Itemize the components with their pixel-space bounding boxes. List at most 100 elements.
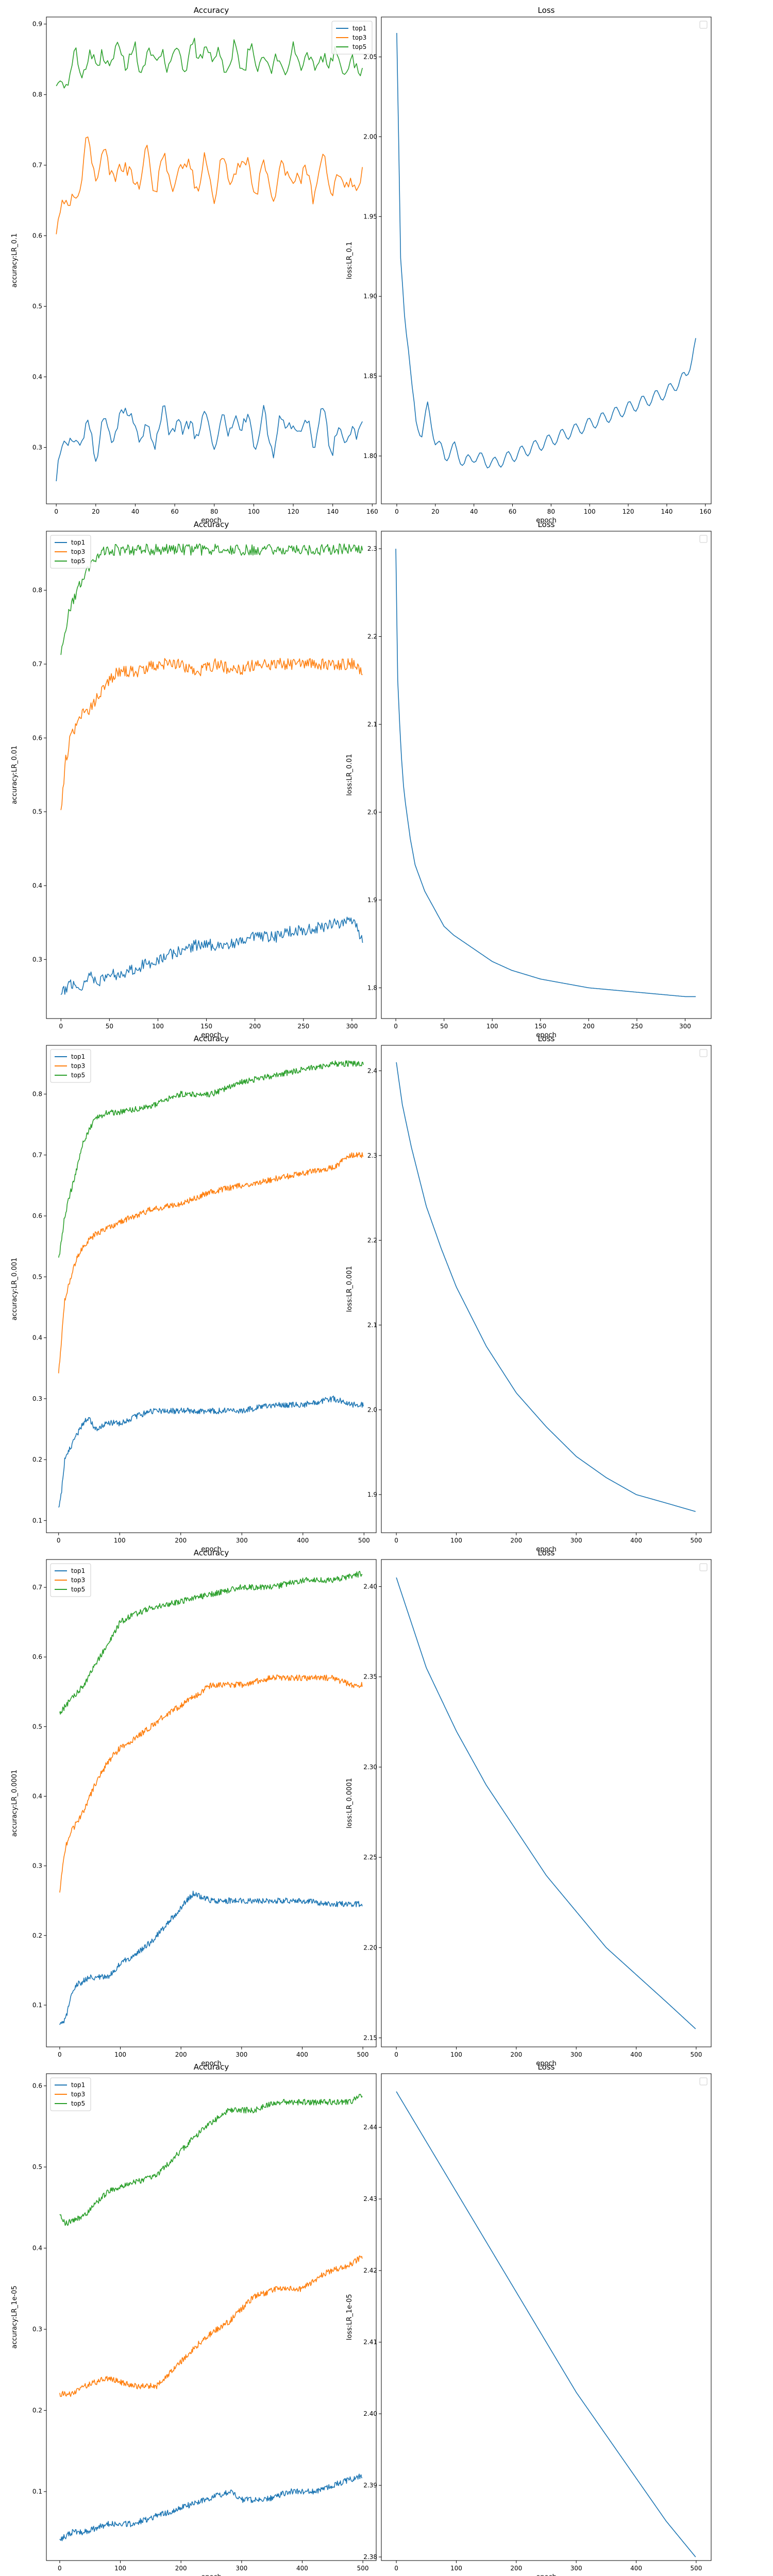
loss-lr-0.001-ytick-label: 1.9 (367, 1491, 377, 1498)
accuracy-lr-0.01-xtick-label: 0 (59, 1023, 63, 1030)
loss-lr-0.001-title: Loss (538, 1034, 555, 1043)
loss-lr-0.001-ylabel: loss:LR_0.001 (346, 1266, 354, 1312)
loss-lr-0.001-xtick-label: 400 (630, 1537, 642, 1544)
accuracy-lr-0.1-series-top5 (56, 38, 363, 89)
accuracy-lr-0.01-xtick-label: 100 (152, 1023, 164, 1030)
loss-lr-1e-05-ytick-label: 2.44 (363, 2124, 377, 2131)
loss-lr-0.001-ytick-label: 2.1 (367, 1321, 377, 1329)
accuracy-lr-0.0001-plot-area (59, 1571, 363, 2025)
accuracy-lr-0.001-ytick-label: 0.3 (32, 1395, 42, 1402)
accuracy-lr-1e-05-xtick-label: 200 (175, 2565, 187, 2572)
accuracy-lr-1e-05-ytick-label: 0.5 (32, 2163, 42, 2171)
loss-lr-0.01-ylabel: loss:LR_0.01 (346, 754, 354, 795)
loss-lr-1e-05-xtick-label: 0 (394, 2565, 398, 2572)
loss-lr-0.01-ytick-label: 2.3 (367, 545, 377, 552)
loss-lr-1e-05-xtick-label: 100 (450, 2565, 462, 2572)
accuracy-lr-0.001-xtick-label: 300 (236, 1537, 248, 1544)
accuracy-lr-1e-05-series-top1 (59, 2473, 363, 2541)
accuracy-lr-0.0001-ytick-label: 0.3 (32, 1862, 42, 1870)
accuracy-lr-0.001-xtick-label: 0 (57, 1537, 61, 1544)
loss-lr-1e-05-xtick-label: 200 (510, 2565, 522, 2572)
accuracy-lr-0.1-xtick-label: 20 (92, 508, 99, 515)
accuracy-lr-0.0001-series-top5 (59, 1571, 363, 1715)
loss-lr-0.0001-ylabel: loss:LR_0.0001 (346, 1778, 354, 1828)
loss-lr-0.01-xtick-label: 100 (486, 1023, 498, 1030)
accuracy-lr-0.0001-title: Accuracy (194, 1548, 229, 1557)
accuracy-lr-0.0001-series-top1 (59, 1890, 363, 2025)
loss-lr-0.01-xlabel: epoch (536, 1031, 557, 1039)
loss-lr-0.1-xtick-label: 80 (547, 508, 555, 515)
accuracy-lr-0.1-xtick-label: 40 (131, 508, 139, 515)
accuracy-lr-0.01-legend: top1 top3 top5 (50, 535, 91, 569)
loss-lr-0.1-xtick-label: 0 (395, 508, 399, 515)
loss-lr-0.0001-ytick-label: 2.20 (363, 1944, 377, 1951)
accuracy-lr-0.001-ytick-label: 0.1 (32, 1517, 42, 1524)
accuracy-lr-0.1-xtick-label: 100 (248, 508, 260, 515)
loss-lr-0.1-xlabel: epoch (536, 517, 557, 524)
loss-lr-0.1-xtick-label: 100 (584, 508, 596, 515)
loss-lr-0.1-series-loss (396, 32, 696, 469)
accuracy-lr-0.0001-ytick-label: 0.7 (32, 1584, 42, 1591)
loss-lr-0.1-axes-frame (381, 16, 712, 504)
accuracy-lr-1e-05-legend-label-top3: top3 (71, 2091, 85, 2098)
loss-lr-1e-05-ytick-label: 2.42 (363, 2267, 377, 2274)
loss-lr-0.01-ytick-label: 1.9 (367, 896, 377, 904)
accuracy-lr-1e-05-title: Accuracy (194, 2062, 229, 2072)
loss-lr-0.0001-plot-area (396, 1577, 696, 2029)
loss-lr-0.1-xtick-label: 40 (470, 508, 478, 515)
accuracy-lr-0.001-xtick-label: 400 (297, 1537, 309, 1544)
accuracy-lr-0.1-plot-area (56, 38, 363, 482)
accuracy-lr-0.1-xtick-label: 160 (366, 508, 378, 515)
loss-lr-0.1-empty-legend (699, 21, 708, 29)
loss-lr-0.0001-axes-frame (381, 1559, 712, 2047)
accuracy-lr-0.0001-legend-label-top1: top1 (71, 1567, 85, 1574)
accuracy-lr-0.1-legend-label-top5: top5 (352, 43, 366, 50)
accuracy-lr-0.01-axes-frame (46, 531, 377, 1019)
loss-lr-0.01-ytick-label: 2.2 (367, 633, 377, 640)
loss-lr-0.01-plot-area (395, 549, 696, 997)
accuracy-lr-0.01-title: Accuracy (194, 520, 229, 529)
accuracy-lr-0.1-series-top1 (56, 404, 363, 482)
accuracy-lr-0.1-xtick-label: 60 (171, 508, 178, 515)
accuracy-lr-0.1-title: Accuracy (194, 6, 229, 15)
accuracy-lr-0.001-plot-area (58, 1060, 364, 1508)
accuracy-lr-0.0001-legend: top1 top3 top5 (50, 1563, 91, 1597)
loss-lr-0.01-ytick-label: 1.8 (367, 984, 377, 991)
loss-lr-0.001-xtick-label: 300 (570, 1537, 582, 1544)
loss-lr-0.001-series-loss (396, 1062, 696, 1512)
loss-lr-1e-05-ytick-label: 2.41 (363, 2338, 377, 2346)
accuracy-lr-0.1-xlabel: epoch (201, 517, 222, 524)
accuracy-lr-0.001-legend-label-top5: top5 (71, 1072, 85, 1079)
accuracy-lr-0.01-xlabel: epoch (201, 1031, 222, 1039)
accuracy-lr-0.01-legend-box (50, 535, 91, 569)
loss-lr-1e-05-plot-area (396, 2091, 696, 2557)
loss-lr-1e-05-ytick-label: 2.40 (363, 2410, 377, 2417)
loss-lr-0.001-panel: Loss 0 100 200 300 400 500 1.9 2.0 2.1 2.2 2.3 2.4 ep… (346, 1034, 712, 1553)
accuracy-lr-0.1-series-top3 (56, 136, 363, 234)
accuracy-lr-0.001-series-top3 (58, 1152, 364, 1374)
loss-lr-0.01-xtick-label: 250 (631, 1023, 643, 1030)
accuracy-lr-0.01-xtick-label: 250 (297, 1023, 309, 1030)
accuracy-lr-1e-05-plot-area (59, 2094, 363, 2541)
loss-lr-1e-05-series-loss (396, 2091, 696, 2557)
accuracy-lr-0.1-legend-label-top1: top1 (352, 25, 366, 32)
accuracy-lr-0.0001-xtick-label: 100 (114, 2051, 126, 2058)
accuracy-lr-0.01-xtick-label: 150 (200, 1023, 212, 1030)
loss-lr-0.001-xtick-label: 0 (394, 1537, 398, 1544)
accuracy-lr-0.001-axes-frame (46, 1045, 377, 1533)
accuracy-lr-0.001-xtick-label: 200 (175, 1537, 187, 1544)
accuracy-lr-0.001-legend-box (50, 1049, 91, 1083)
loss-lr-0.01-series-loss (395, 549, 696, 997)
accuracy-lr-1e-05-xtick-label: 0 (58, 2565, 62, 2572)
accuracy-lr-0.1-panel: Accuracy 0 20 40 60 80 100 120 140 160 0.3 0.4 0.5 0.… (11, 6, 378, 524)
loss-lr-1e-05-xtick-label: 500 (690, 2565, 702, 2572)
loss-lr-1e-05-empty-legend (699, 2077, 708, 2086)
accuracy-lr-0.01-legend-label-top1: top1 (71, 539, 85, 546)
accuracy-lr-0.0001-ylabel: accuracy:LR_0.0001 (11, 1770, 19, 1837)
accuracy-lr-0.001-xtick-label: 100 (114, 1537, 126, 1544)
loss-lr-0.1-panel: Loss 0 20 40 60 80 100 120 140 160 1.80 1.85 1.90 1.9… (346, 6, 712, 524)
loss-lr-0.1-ytick-label: 2.05 (363, 53, 377, 60)
loss-lr-1e-05-title: Loss (538, 2062, 555, 2072)
loss-lr-0.01-ytick-label: 2.1 (367, 721, 377, 728)
